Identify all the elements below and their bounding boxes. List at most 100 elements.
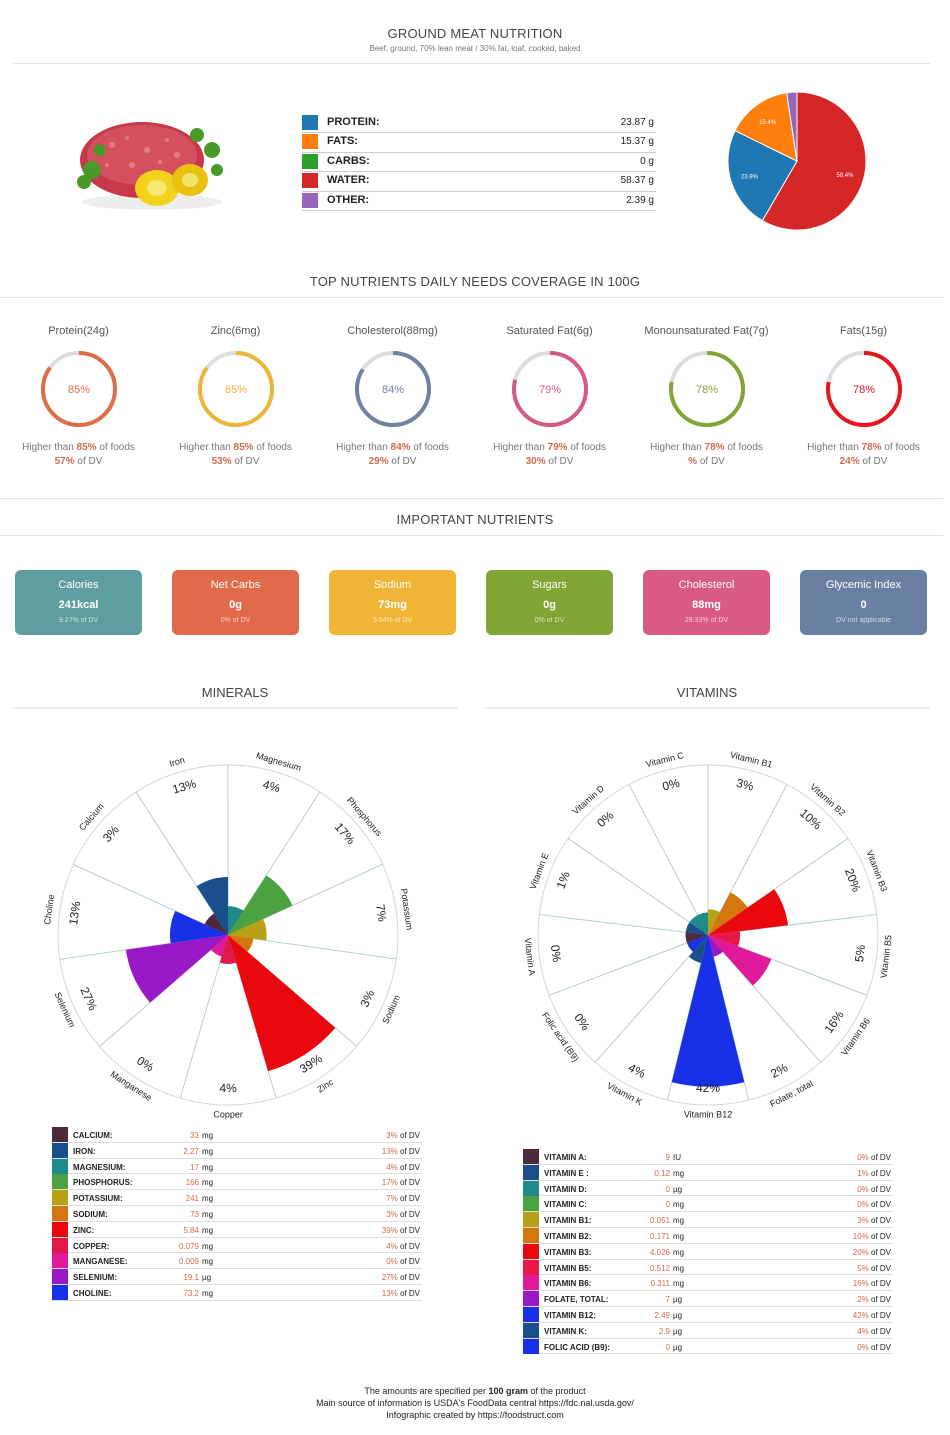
nutrient-row: VITAMIN B12: 2.49 µg 42% of DV — [523, 1307, 893, 1323]
nutrient-row: SELENIUM: 19.1 µg 27% of DV — [52, 1269, 422, 1285]
nutrient-unit: mg — [673, 1247, 685, 1257]
nutrient-unit: µg — [673, 1326, 683, 1336]
polar-wedge — [708, 935, 723, 957]
polar-spoke — [628, 784, 709, 936]
dv-suffix: of DV — [388, 456, 417, 467]
nutrient-name: VITAMIN K: — [544, 1326, 587, 1336]
category-value: 0% — [548, 944, 564, 963]
nutrient-amount: 0.051 — [649, 1216, 670, 1226]
coverage-ring: 85% — [197, 351, 274, 427]
higher-prefix: Higher than — [336, 442, 391, 453]
nutrient-name: VITAMIN B12: — [544, 1311, 596, 1320]
nutrient-unit: mg — [673, 1216, 685, 1226]
macro-pie-chart: 58.4% 23.9% 15.4% — [727, 91, 867, 231]
polar-value-label: 13% — [66, 900, 83, 926]
dv-value: 7% — [386, 1194, 398, 1204]
nutrient-dv: 16% of DV — [853, 1279, 891, 1288]
polar-category-label: Vitamin B12 — [684, 1109, 732, 1119]
nutrient-name: IRON: — [73, 1146, 96, 1156]
coverage-ring: 79% — [511, 351, 588, 427]
macro-value: 0 g — [640, 155, 654, 167]
category-value: 42% — [696, 1081, 720, 1095]
ring-percent: 79% — [538, 384, 560, 396]
macro-label: WATER: — [327, 174, 370, 187]
macro-row: OTHER: 2.39 g — [302, 192, 656, 211]
nutrient-dv: 4% of DV — [386, 1163, 420, 1172]
coverage-name: Saturated Fat(6g) — [506, 325, 593, 337]
divider — [0, 498, 943, 499]
page-title: GROUND MEAT NUTRITION — [387, 26, 563, 41]
nutrient-name: POTASSIUM: — [73, 1194, 123, 1204]
nutrient-dv: 17% of DV — [382, 1178, 420, 1187]
macro-swatch — [302, 192, 318, 208]
row-swatch — [523, 1212, 539, 1228]
polar-wedge — [219, 935, 237, 964]
nutrient-unit: mg — [202, 1210, 214, 1219]
polar-value-label: 7% — [373, 903, 389, 922]
polar-wedge — [228, 935, 336, 1072]
polar-wedge — [708, 892, 748, 935]
polar-value-label: 5% — [852, 944, 868, 963]
dv-value: 0% — [857, 1342, 869, 1352]
nutrient-dv: 7% of DV — [386, 1194, 420, 1203]
dv-value: 3% — [857, 1216, 869, 1226]
card-value: 0g — [543, 599, 556, 611]
nutrient-row: VITAMIN B1: 0.051 mg 3% of DV — [523, 1212, 893, 1228]
polar-wedge — [196, 877, 228, 935]
card-value: 88mg — [692, 599, 721, 611]
coverage-higher-than: Higher than 78% of foods — [785, 442, 942, 453]
dv-suffix: of DV — [868, 1232, 891, 1241]
coverage-ring: 78% — [825, 351, 902, 427]
dv-suffix: of DV — [74, 456, 103, 467]
nutrient-row: CALCIUM: 33 mg 3% of DV — [52, 1127, 422, 1143]
nutrient-unit: mg — [202, 1257, 214, 1267]
dv-value: 30% — [525, 456, 546, 467]
dv-value: 42% — [852, 1311, 869, 1320]
dv-value: 0% — [857, 1200, 869, 1210]
divider — [484, 707, 930, 709]
nutrient-unit: µg — [673, 1311, 683, 1320]
polar-value-label: 4% — [261, 777, 282, 795]
dv-value: 5% — [857, 1263, 869, 1273]
row-swatch — [52, 1237, 68, 1253]
dv-suffix: of DV — [697, 456, 725, 467]
polar-value-label: 42% — [696, 1081, 720, 1095]
dv-suffix: of DV — [868, 1326, 891, 1336]
dv-value: 39% — [381, 1225, 398, 1235]
higher-prefix: Higher than — [179, 442, 234, 453]
higher-value: 78% — [861, 442, 882, 453]
nutrient-name: VITAMIN B3: — [544, 1247, 592, 1257]
polar-spoke — [594, 934, 709, 1063]
divider — [12, 707, 458, 709]
polar-wedge — [671, 935, 745, 1087]
nutrient-dv: 0% of DV — [386, 1257, 420, 1266]
nutrient-card: Cholesterol 88mg 29.33% of DV — [643, 570, 770, 635]
dv-value: % — [688, 456, 698, 467]
category-name: Vitamin A — [523, 937, 537, 976]
nutrient-unit: mg — [202, 1146, 214, 1156]
card-title: Sugars — [532, 579, 567, 591]
macro-label: CARBS: — [327, 154, 370, 167]
nutrient-dv: 2% of DV — [857, 1295, 891, 1304]
polar-spoke — [707, 837, 849, 936]
category-value: 3% — [357, 987, 377, 1009]
higher-prefix: Higher than — [650, 442, 705, 453]
card-dv: 9.27% of DV — [58, 617, 99, 624]
polar-spoke — [539, 914, 709, 936]
nutrient-name: MANGANESE: — [73, 1257, 128, 1267]
nutrient-card: Calories 241kcal 9.27% of DV — [15, 570, 142, 635]
card-value: 241kcal — [58, 599, 99, 611]
nutrient-row: IRON: 2.27 mg 13% of DV — [52, 1142, 422, 1159]
nutrient-amount: 73 — [190, 1210, 199, 1219]
category-name: Choline — [42, 894, 56, 926]
nutrient-dv: 1% of DV — [857, 1169, 891, 1178]
pie-slice-label: 58.4% — [836, 173, 854, 179]
card-dv: 0% of DV — [220, 617, 251, 624]
vitamins-title: VITAMINS — [676, 685, 738, 700]
dv-value: 1% — [857, 1168, 869, 1178]
nutrient-unit: mg — [202, 1225, 214, 1235]
pie-slice-other — [786, 91, 798, 162]
coverage-ring: 84% — [354, 351, 431, 427]
nutrient-unit: mg — [202, 1194, 214, 1204]
polar-wedge — [687, 935, 708, 952]
